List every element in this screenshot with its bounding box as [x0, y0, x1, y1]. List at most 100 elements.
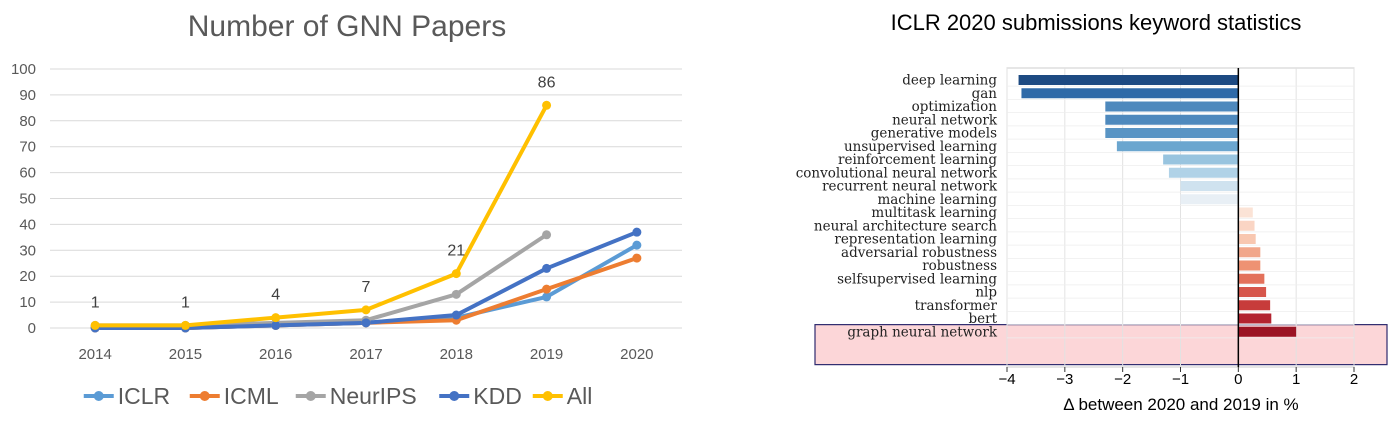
data-point-iclr [632, 240, 642, 250]
category-label: neural architecture search [814, 218, 997, 234]
y-tick-label: 0 [28, 320, 36, 337]
x-tick-label: −1 [1172, 371, 1189, 388]
x-tick-label: −2 [1114, 371, 1131, 388]
category-label: optimization [912, 99, 998, 115]
data-point-neurips [451, 289, 461, 299]
data-point-kdd [271, 320, 281, 330]
iclr-keyword-bar-chart: ICLR 2020 submissions keyword statistics… [796, 10, 1388, 414]
data-point-all [451, 269, 461, 279]
y-tick-label: 30 [19, 242, 36, 259]
bar-optimization [1105, 101, 1239, 112]
x-tick-label: 2016 [259, 346, 292, 363]
category-label: representation learning [834, 232, 997, 248]
legend-marker [93, 391, 104, 401]
category-label: robustness [922, 258, 997, 274]
data-point-all [180, 320, 190, 330]
x-axis-label: Δ between 2020 and 2019 in % [1063, 395, 1298, 414]
x-tick-label: 2014 [78, 346, 111, 363]
bar-gan [1021, 88, 1239, 99]
chart-title: Number of GNN Papers [188, 10, 506, 43]
y-tick-label: 20 [19, 268, 36, 285]
data-point-all [90, 320, 100, 330]
y-tick-label: 50 [19, 191, 36, 208]
data-label: 7 [362, 279, 371, 296]
data-point-iclr [542, 292, 552, 302]
data-point-kdd [361, 318, 371, 328]
x-tick-label: −3 [1056, 371, 1073, 388]
category-label: adversarial robustness [841, 245, 997, 261]
y-tick-label: 60 [19, 165, 36, 182]
bar-machine-learning [1180, 194, 1239, 205]
y-tick-label: 80 [19, 113, 36, 130]
bar-adversarial-robustness [1238, 247, 1261, 258]
y-tick-label: 40 [19, 216, 36, 233]
category-label: bert [968, 311, 997, 327]
data-point-kdd [542, 263, 552, 273]
category-label: transformer [915, 298, 998, 314]
data-label: 4 [271, 287, 280, 304]
legend-label: ICLR [118, 383, 170, 409]
data-point-icml [632, 253, 642, 263]
legend-marker [449, 391, 460, 401]
x-tick-label: 2019 [530, 346, 563, 363]
bar-convolutional-neural-network [1168, 167, 1239, 178]
legend-marker [542, 391, 553, 401]
data-point-kdd [632, 227, 642, 237]
bar-neural-architecture-search [1238, 220, 1255, 231]
data-label: 86 [538, 74, 556, 91]
bar-selfsupervised-learning [1238, 273, 1265, 284]
category-label: convolutional neural network [796, 165, 998, 181]
x-tick-label: 2015 [169, 346, 202, 363]
x-tick-label: 2020 [620, 346, 653, 363]
bar-nlp [1238, 287, 1267, 297]
category-label: multitask learning [871, 205, 997, 221]
category-label: reinforcement learning [838, 152, 997, 168]
bar-transformer [1238, 300, 1271, 311]
category-label: generative models [871, 126, 997, 142]
bar-multitask-learning [1238, 207, 1253, 218]
chart-legend: ICLR ICML NeurIPS KDD All [83, 383, 593, 409]
bar-reinforcement-learning [1163, 154, 1239, 165]
y-tick-label: 70 [19, 139, 36, 156]
chart-title: ICLR 2020 submissions keyword statistics [891, 10, 1302, 35]
bar-unsupervised-learning [1116, 141, 1239, 152]
data-point-kdd [451, 310, 461, 320]
data-label: 1 [91, 294, 100, 311]
data-label: 21 [447, 243, 465, 260]
y-tick-label: 10 [19, 294, 36, 311]
y-tick-label: 90 [19, 87, 36, 104]
category-label: selfsupervised learning [837, 271, 997, 287]
bar-robustness [1238, 260, 1261, 271]
y-tick-label: 100 [11, 61, 36, 78]
x-tick-label: 0 [1234, 371, 1242, 388]
bar-neural-network [1105, 114, 1239, 125]
x-tick-label: −4 [998, 371, 1015, 388]
data-point-all [542, 100, 552, 110]
legend-label: NeurIPS [330, 383, 417, 409]
category-label: unsupervised learning [844, 139, 997, 155]
bar-representation-learning [1238, 234, 1256, 244]
category-label: deep learning [902, 73, 997, 89]
series-line-all [95, 104, 549, 328]
legend-marker [199, 391, 210, 401]
category-label: machine learning [877, 192, 997, 208]
category-label: gan [972, 86, 998, 102]
gnn-papers-line-chart: Number of GNN Papers 0 10 20 30 40 50 60 70 80 90… [11, 10, 682, 409]
bar-graph-neural-network [1238, 326, 1297, 337]
category-label: graph neural network [847, 324, 998, 340]
data-point-neurips [542, 230, 552, 240]
bar-recurrent-neural-network [1180, 181, 1239, 191]
data-point-all [271, 313, 281, 323]
legend-label: All [567, 383, 593, 409]
data-point-all [361, 305, 371, 315]
bar-deep-learning [1018, 75, 1239, 85]
category-label: recurrent neural network [822, 179, 998, 195]
legend-label: KDD [473, 383, 522, 409]
x-tick-label: 2 [1350, 371, 1358, 388]
data-point-icml [542, 284, 552, 294]
x-tick-label: 2018 [440, 346, 473, 363]
legend-label: ICML [224, 383, 279, 409]
category-label: nlp [975, 285, 997, 301]
x-tick-label: 1 [1292, 371, 1300, 388]
legend-marker [305, 391, 316, 401]
